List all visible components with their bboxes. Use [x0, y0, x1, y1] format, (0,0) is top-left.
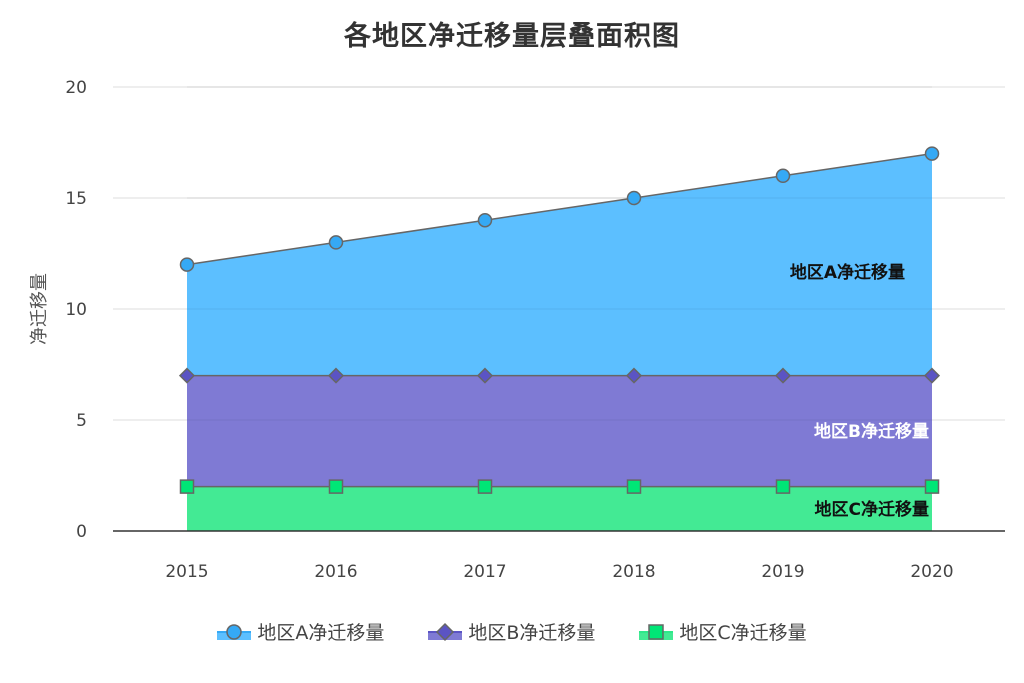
y-tick-label: 10	[65, 300, 87, 320]
y-tick-label: 15	[65, 189, 87, 209]
x-tick-label: 2020	[910, 562, 953, 582]
square-marker-icon[interactable]	[328, 479, 344, 494]
diamond-marker-icon[interactable]	[923, 367, 941, 384]
square-marker-icon[interactable]	[626, 479, 642, 494]
annotation-region-b: 地区B净迁移量	[814, 421, 929, 442]
y-tick-label: 20	[65, 78, 87, 98]
legend-label: 地区B净迁移量	[468, 622, 596, 644]
series-line	[186, 152, 933, 266]
circle-marker-icon[interactable]	[924, 146, 940, 161]
chart-plot-area: 0 5 10 15 20 净迁移量 2015 2016 2017 2018 2019 2020 地区A净…	[29, 78, 1005, 582]
x-tick-label: 2018	[612, 562, 655, 582]
annotation-region-a: 地区A净迁移量	[790, 262, 905, 283]
x-tick-label: 2015	[165, 562, 208, 582]
diamond-marker-icon[interactable]	[774, 367, 792, 384]
diamond-marker-icon	[428, 622, 463, 641]
circle-marker-icon	[217, 623, 252, 640]
chart-legend: 地区A净迁移量 地区B净迁移量 地区C净迁移量	[0, 618, 1024, 645]
square-marker-icon[interactable]	[477, 479, 493, 494]
area-circle	[187, 153, 932, 376]
y-tick-label: 0	[76, 522, 87, 542]
square-marker-icon	[639, 623, 674, 640]
legend-label: 地区A净迁移量	[257, 622, 385, 644]
circle-marker-icon[interactable]	[179, 257, 195, 272]
x-tick-label: 2017	[463, 562, 506, 582]
circle-marker-icon[interactable]	[775, 168, 791, 184]
legend-label: 地区C净迁移量	[679, 622, 807, 644]
square-marker-icon[interactable]	[775, 479, 791, 494]
y-axis-label: 净迁移量	[29, 273, 50, 345]
square-marker-icon[interactable]	[179, 479, 195, 494]
chart-title: 各地区净迁移量层叠面积图	[344, 21, 680, 52]
circle-marker-icon[interactable]	[626, 190, 642, 206]
circle-marker-icon[interactable]	[477, 212, 493, 228]
diamond-marker-icon[interactable]	[178, 367, 196, 384]
x-tick-label: 2019	[761, 562, 804, 582]
diamond-marker-icon[interactable]	[476, 367, 494, 384]
y-tick-label: 5	[76, 411, 87, 431]
circle-marker-icon[interactable]	[328, 235, 344, 250]
legend-item-region-b[interactable]: 地区B净迁移量	[428, 618, 595, 645]
legend-item-region-a[interactable]: 地区A净迁移量	[217, 618, 384, 645]
area-diamond	[187, 375, 932, 487]
area-square	[187, 486, 932, 531]
x-tick-label: 2016	[314, 562, 357, 582]
legend-item-region-c[interactable]: 地区C净迁移量	[639, 618, 807, 645]
diamond-marker-icon[interactable]	[327, 367, 345, 384]
square-marker-icon[interactable]	[924, 479, 940, 494]
diamond-marker-icon[interactable]	[625, 367, 643, 384]
annotation-region-c: 地区C净迁移量	[815, 499, 929, 520]
